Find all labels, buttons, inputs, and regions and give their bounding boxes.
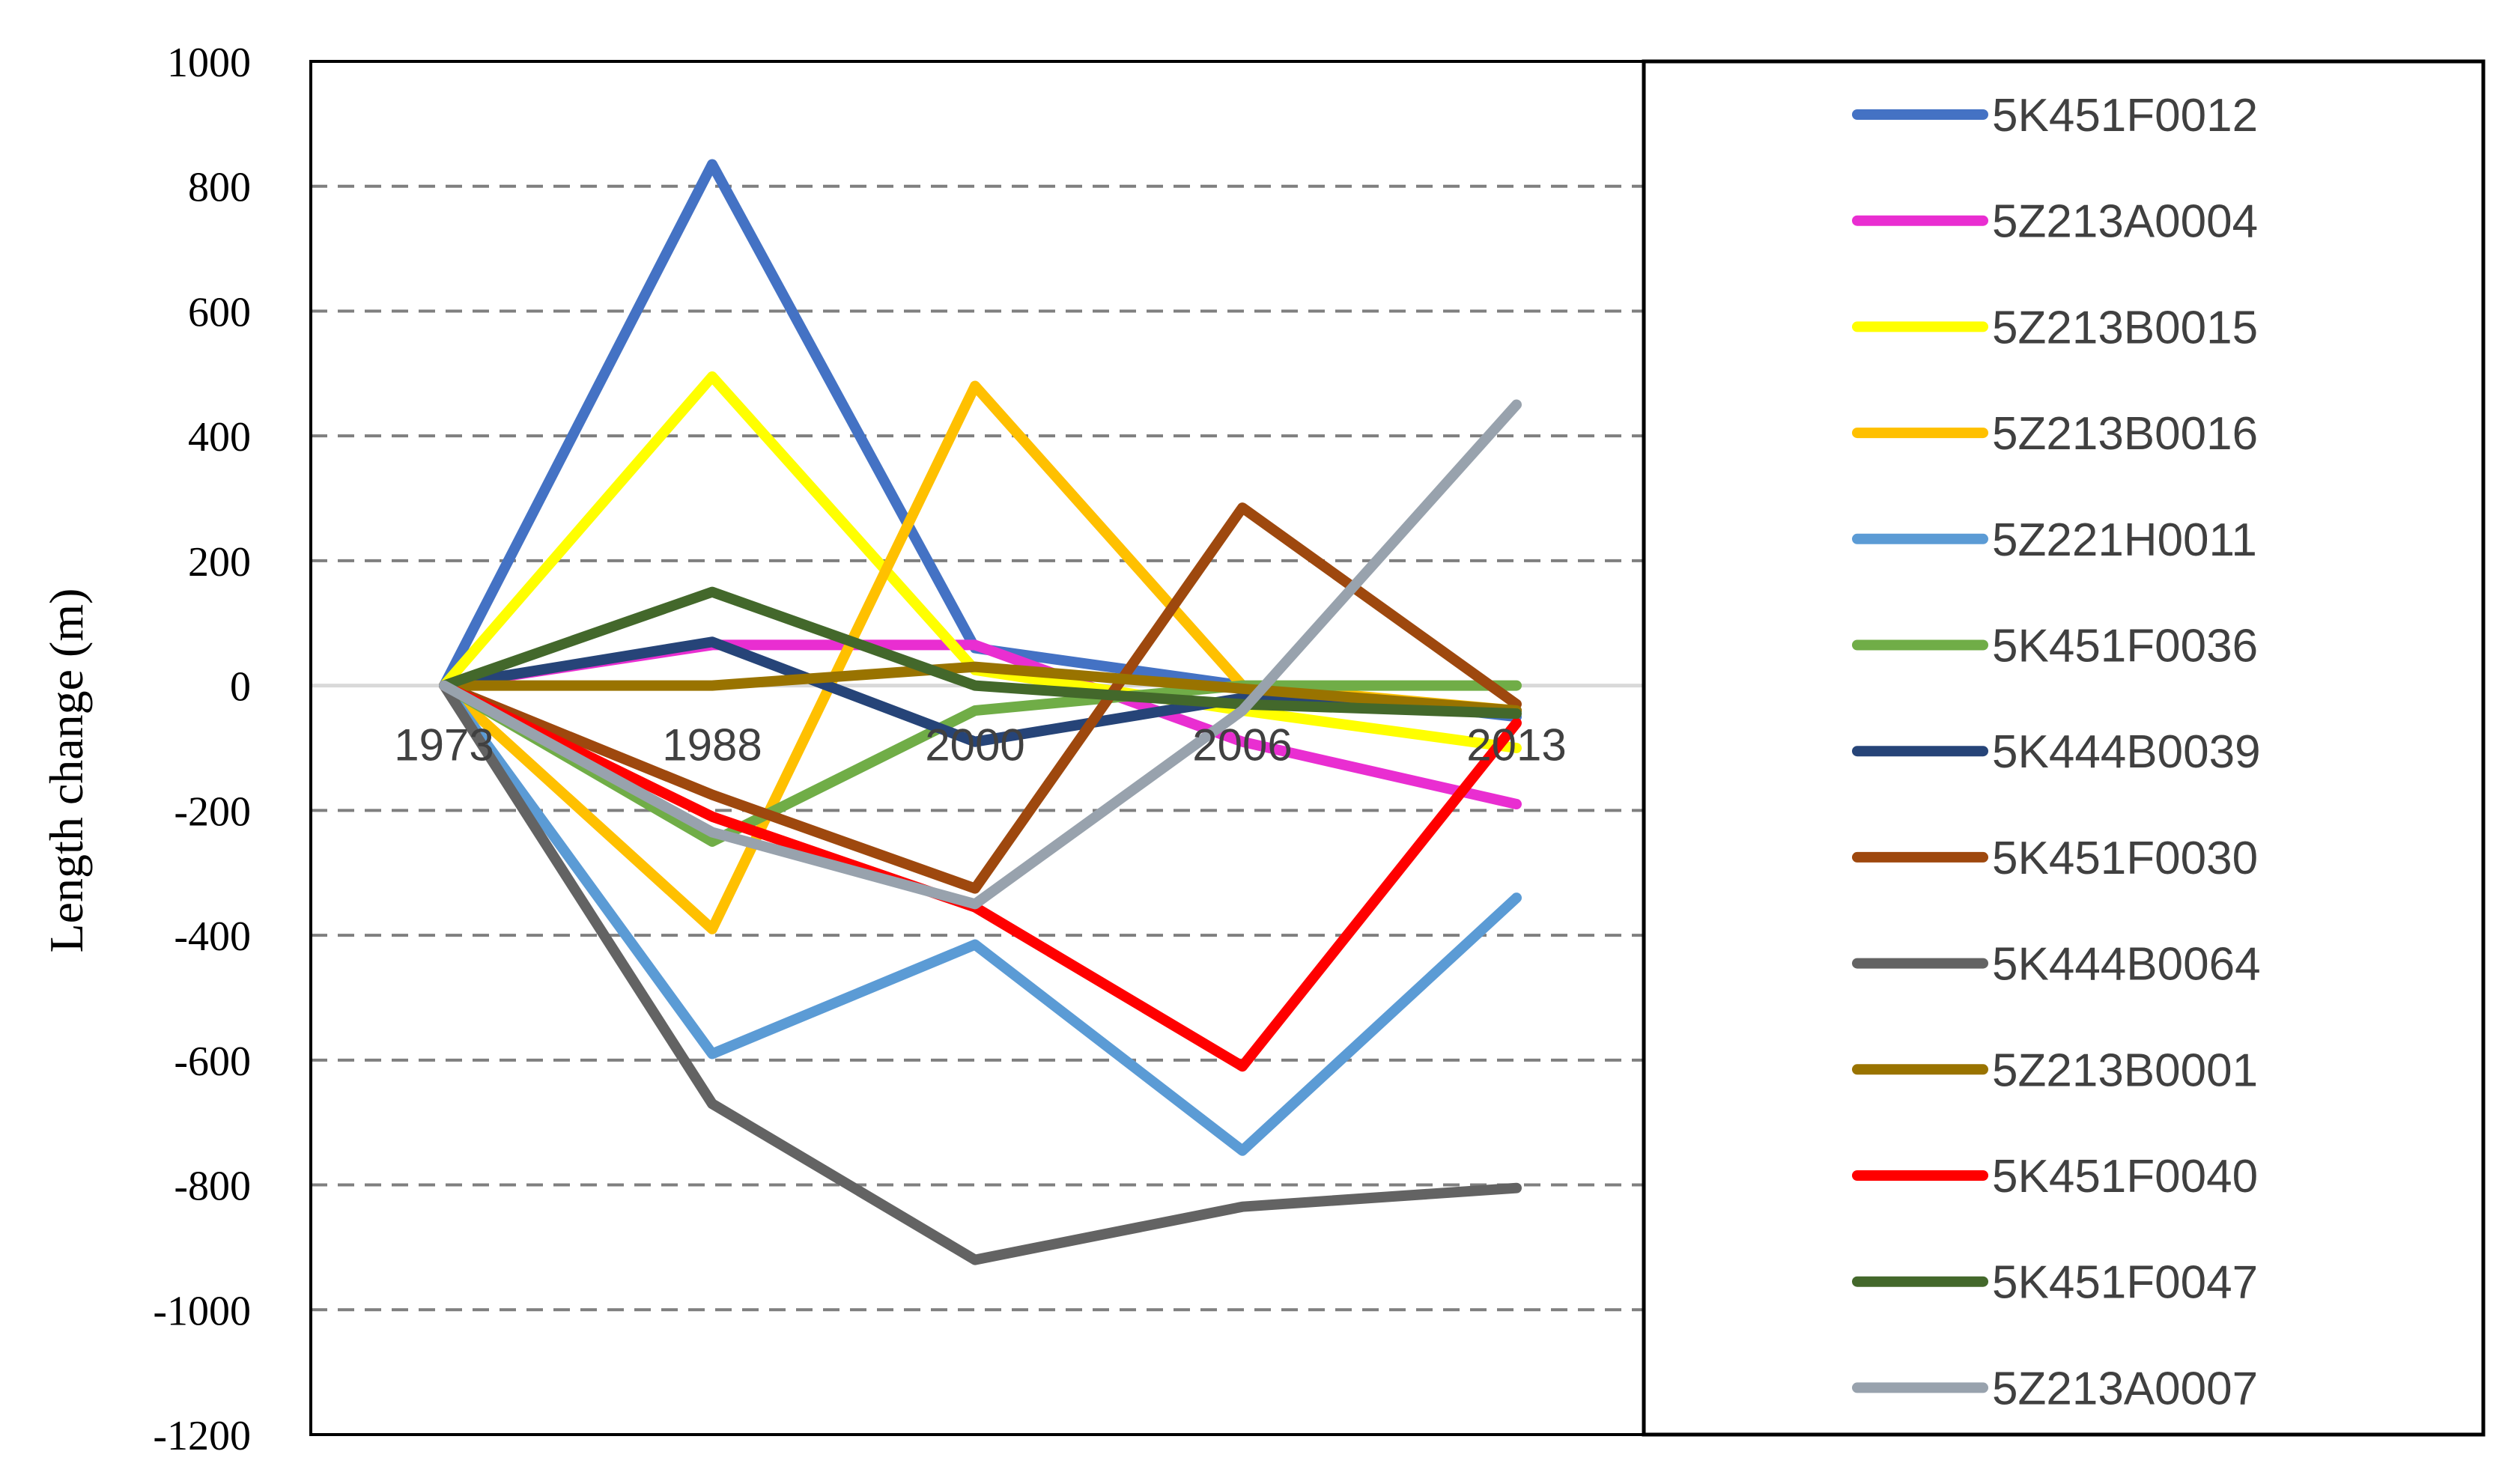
legend-label: 5K451F0036 [1992, 621, 2258, 672]
y-tick-label: 800 [188, 165, 251, 211]
series-line-5K451F0047 [439, 586, 1522, 720]
x-tick-label: 2013 [1466, 720, 1566, 770]
legend-label: 5K451F0040 [1992, 1151, 2258, 1202]
legend-label: 5Z213A0007 [1992, 1363, 2258, 1414]
y-tick-label: -400 [174, 913, 251, 960]
y-axis-title: Length change (m) [40, 589, 93, 953]
series-line-5Z213A0007 [439, 399, 1522, 910]
series-line-5K444B0064 [439, 680, 1522, 1265]
legend-label: 5Z213A0004 [1992, 196, 2258, 248]
legend: 5K451F0012 5Z213A0004 5Z213B0015 5Z213B0016… [1852, 90, 2261, 1414]
legend-label: 5Z213B0015 [1992, 302, 2258, 353]
legend-label: 5Z213B0001 [1992, 1044, 2258, 1096]
series-lines [439, 159, 1522, 1265]
gridlines [311, 184, 1644, 1312]
legend-label: 5K444B0064 [1992, 939, 2261, 991]
legend-label: 5K451F0012 [1992, 90, 2258, 142]
y-tick-label: -600 [174, 1039, 251, 1085]
legend-label: 5K451F0047 [1992, 1257, 2258, 1309]
legend-box [1642, 59, 2486, 1437]
y-tick-label: -1200 [153, 1413, 251, 1459]
legend-label: 5K444B0039 [1992, 726, 2261, 778]
series-line-5K451F0036 [439, 680, 1522, 847]
series-line-5Z213B0001 [439, 661, 1522, 716]
y-tick-label: 0 [230, 664, 251, 711]
y-tick-label: 200 [188, 539, 251, 586]
legend-label: 5Z221H0011 [1992, 514, 2257, 566]
y-tick-label: 600 [188, 289, 251, 335]
legend-label: 5K451F0030 [1992, 833, 2258, 884]
y-tick-label: 400 [188, 414, 251, 460]
legend-label: 5Z213B0016 [1992, 408, 2258, 460]
x-tick-label: 1973 [394, 720, 494, 770]
y-tick-labels: 1000 800 600 400 200 0 -200 -400 -600 -800 -1000 -1… [153, 40, 251, 1459]
series-line-5K451F0030 [439, 502, 1522, 894]
series-line-5Z221H0011 [439, 680, 1522, 1156]
x-tick-label: 2000 [925, 720, 1024, 770]
y-tick-label: -200 [174, 788, 251, 835]
y-tick-label: -800 [174, 1164, 251, 1210]
y-tick-label: 1000 [167, 40, 251, 86]
x-tick-label: 1988 [662, 720, 762, 770]
x-tick-labels: 1973 1988 2000 2006 2013 [394, 720, 1566, 770]
x-tick-label: 2006 [1192, 720, 1292, 770]
y-tick-label: -1000 [153, 1288, 251, 1334]
